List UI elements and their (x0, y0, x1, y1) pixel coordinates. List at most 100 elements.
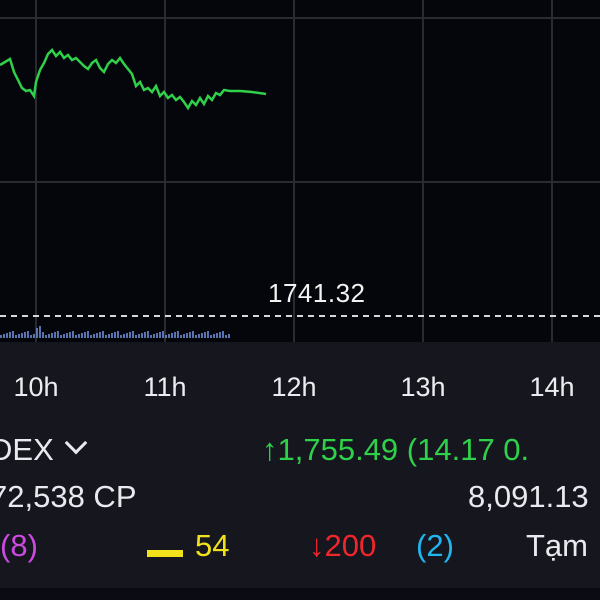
volume-bar (135, 335, 137, 338)
volume-bar (216, 333, 218, 338)
volume-shares: 72,538 CP (0, 479, 137, 514)
chart-grid (0, 0, 600, 342)
time-tick-label: 12h (271, 372, 317, 402)
volume-bar (189, 332, 191, 338)
volume-bar (207, 331, 209, 338)
volume-bar (132, 331, 134, 338)
volume-bar (147, 331, 149, 338)
volume-bar (129, 332, 131, 338)
volume-bar (153, 334, 155, 338)
volume-bar (15, 335, 17, 338)
volume-bar (102, 331, 104, 338)
volume-bar (33, 334, 35, 338)
volume-bar (60, 335, 62, 338)
volume-bar (156, 333, 158, 338)
index-info-panel: DEX ↑1,755.49 (14.17 0. 72,538 CP 8,091.… (0, 424, 600, 600)
volume-bar (159, 332, 161, 338)
floor-count: (2) (416, 528, 454, 563)
volume-bar (3, 334, 5, 338)
volume-bar (192, 331, 194, 338)
volume-bar (90, 335, 92, 338)
volume-bar (171, 333, 173, 338)
volume-bar (63, 334, 65, 338)
volume-bar (99, 332, 101, 338)
volume-bar (204, 332, 206, 338)
volume-bar (78, 334, 80, 338)
intraday-chart[interactable]: 1741.32 (0, 0, 600, 342)
time-tick-label: 11h (143, 372, 187, 402)
unchanged-count: 54 (195, 528, 230, 563)
volume-bar (75, 335, 77, 338)
index-row[interactable]: DEX ↑1,755.49 (14.17 0. (0, 431, 600, 472)
decline-count: 200 (324, 528, 377, 563)
volume-bar (96, 333, 98, 338)
volume-bar (12, 331, 14, 338)
index-price-change: ↑1,755.49 (14.17 0. (262, 432, 529, 468)
volume-bar (168, 334, 170, 338)
volume-bar (48, 334, 50, 338)
volume-bar (72, 331, 74, 338)
volume-bar (69, 332, 71, 338)
unchanged-bar-icon (147, 550, 183, 558)
volume-bar (57, 331, 59, 338)
volume-bar (0, 335, 2, 338)
volume-bar (138, 334, 140, 338)
decline-stat: ↓200 (309, 528, 376, 564)
chevron-down-icon (64, 431, 88, 455)
volume-bar (108, 334, 110, 338)
volume-bar (36, 328, 38, 338)
index-change: (14.17 0. (406, 432, 530, 467)
volume-bar (45, 335, 47, 338)
volume-bar (6, 333, 8, 338)
volume-bar (39, 326, 41, 338)
breadth-row: (8) 54 ↓200 (2) Tạm (0, 528, 600, 568)
index-selector[interactable]: DEX (0, 431, 88, 468)
ceiling-count: (8) (0, 528, 38, 563)
volume-bar (228, 334, 230, 338)
volume-bar (30, 335, 32, 338)
price-line (0, 48, 267, 111)
volume-bar (66, 333, 68, 338)
volume-bar (114, 332, 116, 338)
volume-bar (183, 334, 185, 338)
volume-bar (222, 331, 224, 338)
volume-bars (0, 326, 230, 338)
volume-bar (117, 331, 119, 338)
bottom-strip (0, 588, 600, 600)
volume-bar (111, 333, 113, 338)
index-name: DEX (0, 432, 54, 467)
volume-bar (42, 332, 44, 338)
volume-bar (162, 331, 164, 338)
volume-bar (219, 332, 221, 338)
unchanged-stat: 54 (147, 528, 229, 564)
volume-bar (87, 331, 89, 338)
volume-bar (54, 332, 56, 338)
volume-bar (93, 334, 95, 338)
time-axis: 10h 11h 12h 13h 14h (0, 342, 600, 424)
volume-bar (81, 333, 83, 338)
volume-amount: 8,091.13 (468, 479, 589, 514)
volume-bar (225, 335, 227, 338)
volume-bar (24, 332, 26, 338)
volume-bar (123, 334, 125, 338)
volume-bar (144, 332, 146, 338)
volume-bar (177, 331, 179, 338)
time-tick-label: 13h (400, 372, 446, 402)
volume-bar (201, 333, 203, 338)
index-value: 1,755.49 (277, 432, 399, 467)
volume-bar (105, 335, 107, 338)
volume-bar (213, 334, 215, 338)
market-status: Tạm (526, 528, 588, 563)
chart-canvas (0, 0, 600, 342)
volume-row: 72,538 CP 8,091.13 (0, 479, 600, 519)
volume-bar (195, 335, 197, 338)
volume-bar (186, 333, 188, 338)
reference-price-label: 1741.32 (268, 278, 366, 308)
volume-bar (27, 331, 29, 338)
volume-bar (210, 335, 212, 338)
time-tick-label: 10h (13, 372, 59, 402)
time-tick-label: 14h (529, 372, 575, 402)
volume-bar (174, 332, 176, 338)
volume-bar (84, 332, 86, 338)
volume-bar (198, 334, 200, 338)
